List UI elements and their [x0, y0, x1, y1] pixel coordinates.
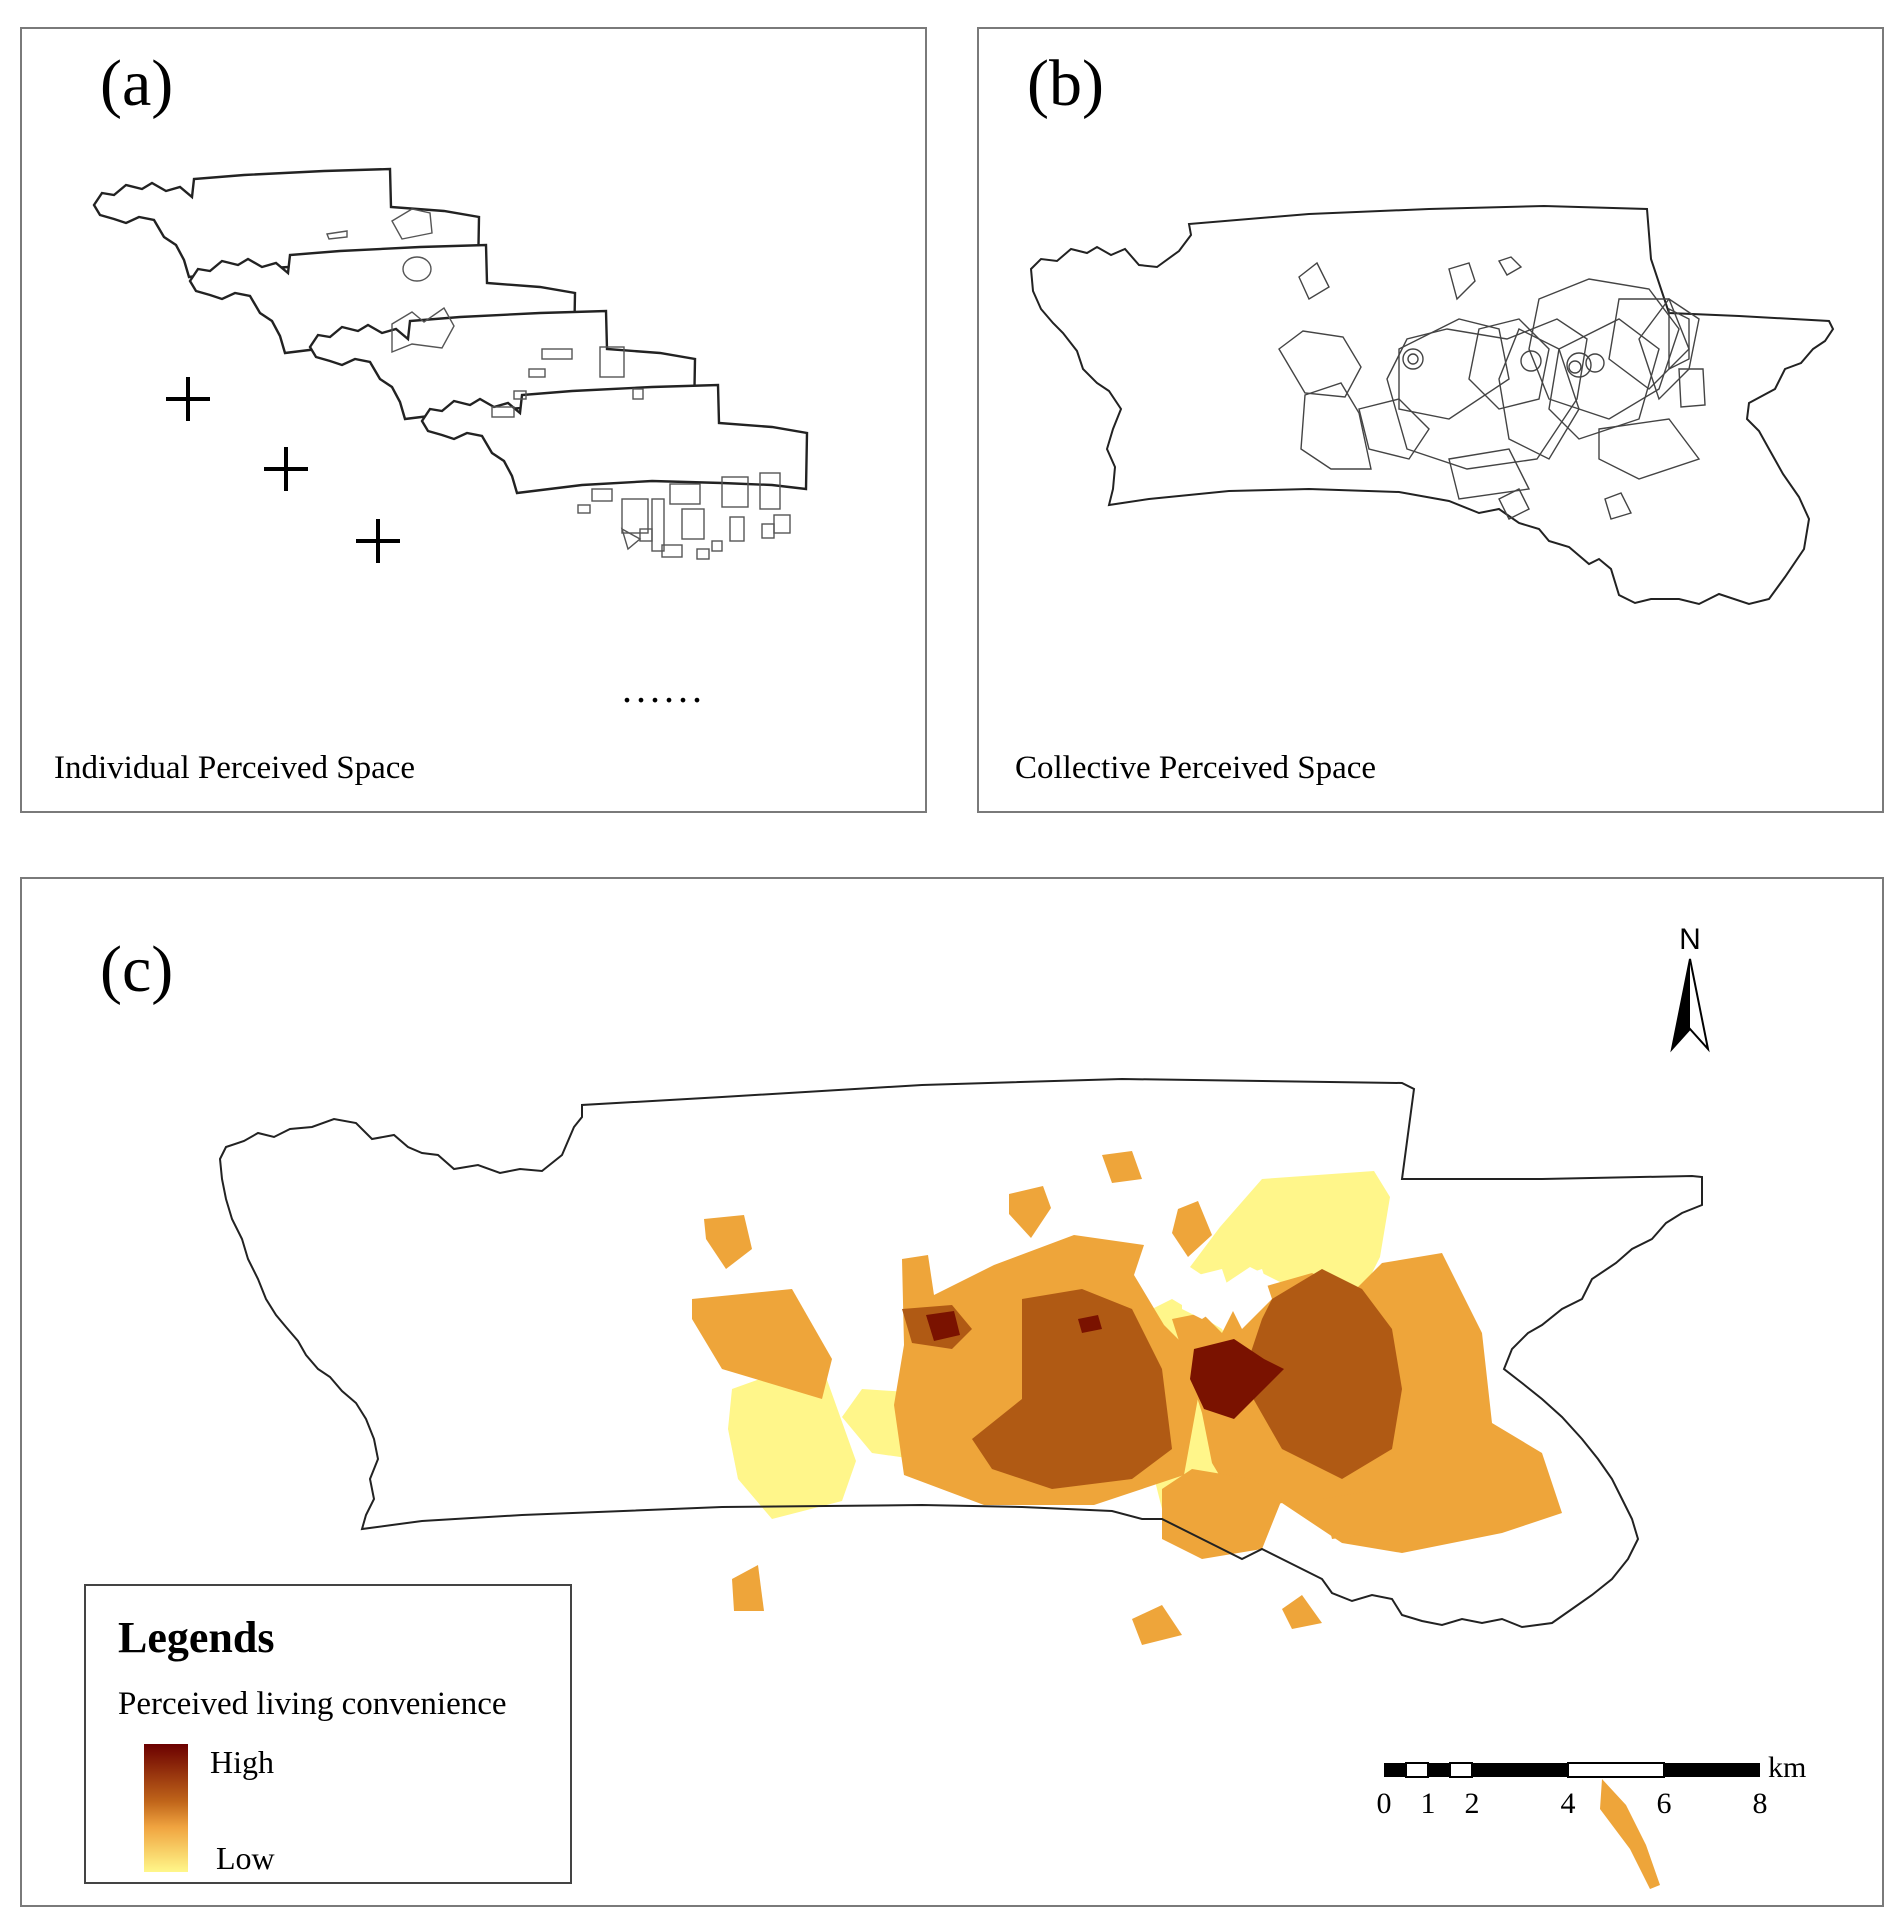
convenience-zone [1190, 1339, 1284, 1419]
convenience-zone [1162, 1469, 1282, 1559]
collective-map [1029, 204, 1835, 606]
north-label: N [1679, 923, 1701, 956]
scale-tick: 4 [1561, 1787, 1576, 1820]
convenience-zone [1102, 1151, 1142, 1183]
legend-low-label: Low [216, 1840, 275, 1876]
panel-label-c: (c) [100, 933, 174, 1006]
scale-tick: 1 [1421, 1787, 1436, 1820]
collective-perceived-areas [1278, 256, 1706, 520]
convenience-zone [692, 1289, 832, 1399]
continuation-dots: ...... [622, 666, 706, 711]
convenience-zone [1132, 1605, 1182, 1645]
individual-perceived-areas [326, 208, 791, 560]
scale-tick: 2 [1465, 1787, 1480, 1820]
convenience-zone [728, 1371, 856, 1519]
convenience-zone [704, 1215, 752, 1269]
legend-color-ramp [144, 1744, 188, 1872]
panel-label-b: (b) [1027, 47, 1104, 120]
legend-subtitle: Perceived living convenience [118, 1686, 507, 1722]
scale-tick: 0 [1377, 1787, 1392, 1820]
convenience-zone [926, 1311, 960, 1341]
convenience-zone [1078, 1315, 1102, 1333]
convenience-zone [1282, 1595, 1322, 1629]
plus-signs [166, 377, 400, 563]
zones-high [902, 1269, 1402, 1489]
convenience-zone [1600, 1779, 1660, 1889]
scale-tick: 6 [1657, 1787, 1672, 1820]
panel-individual-perceived-space: (a) [20, 27, 927, 813]
city-outline-b [1029, 204, 1835, 606]
convenience-zone [1242, 1269, 1402, 1479]
convenience-zone [732, 1565, 764, 1611]
convenience-map: N km 0 1 2 4 6 8 [218, 923, 1807, 1889]
scale-unit: km [1768, 1751, 1806, 1784]
caption-collective: Collective Perceived Space [1015, 750, 1377, 786]
legend-title: Legends [118, 1613, 275, 1662]
scale-bar: km 0 1 2 4 6 8 [1377, 1751, 1807, 1820]
city-outline-c [218, 1077, 1703, 1629]
zones-holes [1182, 1269, 1272, 1329]
legend: Legends Perceived living convenience Hig… [84, 1584, 572, 1884]
convenience-zone [1172, 1201, 1212, 1257]
legend-high-label: High [210, 1744, 274, 1780]
zones-very-high [926, 1311, 1284, 1419]
stacked-individual-maps [92, 167, 809, 563]
zones-medium [692, 1151, 1660, 1889]
scale-tick: 8 [1753, 1787, 1768, 1820]
convenience-zone [972, 1289, 1172, 1489]
convenience-zone [1009, 1186, 1051, 1238]
panel-label-a: (a) [100, 47, 174, 120]
convenience-zone [1322, 1489, 1402, 1539]
caption-individual: Individual Perceived Space [54, 750, 416, 786]
north-arrow: N [1670, 923, 1710, 1053]
panel-living-convenience-map: (c) [20, 877, 1884, 1907]
individual-map-4 [420, 383, 809, 495]
panel-collective-perceived-space: (b) Colle [977, 27, 1884, 813]
